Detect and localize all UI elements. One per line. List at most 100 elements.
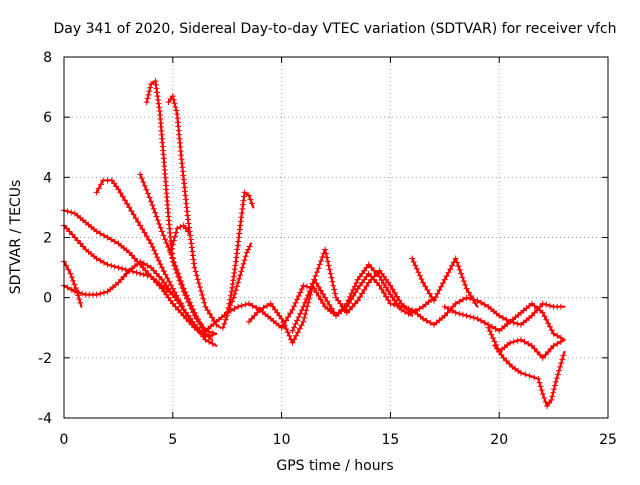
data-point-marker [231,266,238,273]
data-point-marker [146,194,153,201]
data-point-marker [559,356,566,363]
data-point-marker [185,312,192,319]
data-point-marker [510,319,517,326]
data-point-marker [167,96,174,103]
data-point-marker [285,313,292,320]
data-point-marker [198,321,205,328]
data-point-marker [396,297,403,304]
data-point-marker [551,386,558,393]
data-point-marker [531,374,538,381]
data-point-marker [172,303,179,310]
data-point-marker [182,309,189,316]
data-point-marker [160,268,167,275]
data-point-marker [294,296,301,303]
data-point-marker [546,302,553,309]
data-point-marker [289,327,296,334]
data-point-marker [359,279,366,286]
data-point-marker [416,305,423,312]
data-point-marker [365,279,372,286]
data-point-marker [356,273,363,280]
data-point-marker [64,284,71,291]
data-point-marker [420,279,427,286]
data-point-marker [95,185,102,192]
data-point-marker [143,186,150,193]
data-point-marker [188,240,195,247]
data-point-marker [76,296,83,303]
data-point-marker [146,88,153,95]
data-point-marker [323,250,330,257]
y-tick-label: -2 [38,351,52,367]
x-tick-label: 0 [60,432,69,448]
data-point-marker [238,214,245,221]
data-point-marker [401,308,408,315]
data-point-marker [292,320,299,327]
data-point-marker [182,292,189,299]
data-point-marker [140,271,147,278]
data-point-marker [97,230,104,237]
data-point-marker [393,300,400,307]
data-point-marker [454,259,461,266]
data-point-marker [537,383,544,390]
chart-title: Day 341 of 2020, Sidereal Day-to-day VTE… [53,21,616,37]
data-point-marker [202,303,209,310]
data-point-marker [209,329,216,336]
data-point-marker [161,279,168,286]
data-point-marker [514,337,521,344]
data-point-marker [441,312,448,319]
data-point-marker [330,309,337,316]
data-point-marker [100,259,107,266]
data-point-marker [312,272,319,279]
data-point-marker [368,264,375,271]
x-axis-label: GPS time / hours [276,458,393,474]
data-point-marker [353,280,360,287]
data-point-marker [539,390,546,397]
data-point-marker [492,325,499,332]
data-point-marker [332,290,339,297]
data-point-marker [169,285,176,292]
data-point-marker [118,276,125,283]
data-point-marker [173,107,180,114]
data-point-marker [77,299,84,306]
data-point-marker [77,240,84,247]
data-point-marker [319,254,326,261]
data-point-marker [538,387,545,394]
data-point-marker [383,284,390,291]
data-point-marker [298,286,305,293]
data-point-marker [361,267,368,274]
data-point-marker [553,375,560,382]
data-point-marker [376,273,383,280]
data-point-marker [188,305,195,312]
data-point-marker [430,297,437,304]
data-point-marker [391,289,398,296]
data-point-marker [526,372,533,379]
data-point-marker [245,192,252,199]
data-point-marker [133,269,140,276]
data-point-marker [197,284,203,291]
data-point-marker [241,193,248,200]
data-point-marker [228,288,235,295]
data-point-marker [278,315,285,322]
data-point-marker [460,278,467,285]
data-point-marker [503,357,510,364]
data-point-marker [278,324,285,331]
data-point-marker [204,307,211,314]
data-point-marker [455,263,462,270]
data-point-marker [165,243,172,250]
data-point-marker [115,264,122,271]
data-point-marker [152,78,159,85]
data-point-marker [227,302,234,309]
data-point-marker [189,318,196,325]
data-point-marker [380,289,387,296]
data-point-marker [209,340,216,347]
data-point-marker [189,252,196,259]
data-point-marker [521,338,528,345]
data-point-marker [436,287,443,294]
data-point-marker [231,290,238,297]
data-point-marker [63,225,70,232]
data-point-marker [264,302,271,309]
data-point-marker [144,95,151,102]
data-point-marker [368,276,375,283]
data-point-marker [68,209,75,216]
data-point-marker [531,345,538,352]
data-point-marker [97,181,104,188]
